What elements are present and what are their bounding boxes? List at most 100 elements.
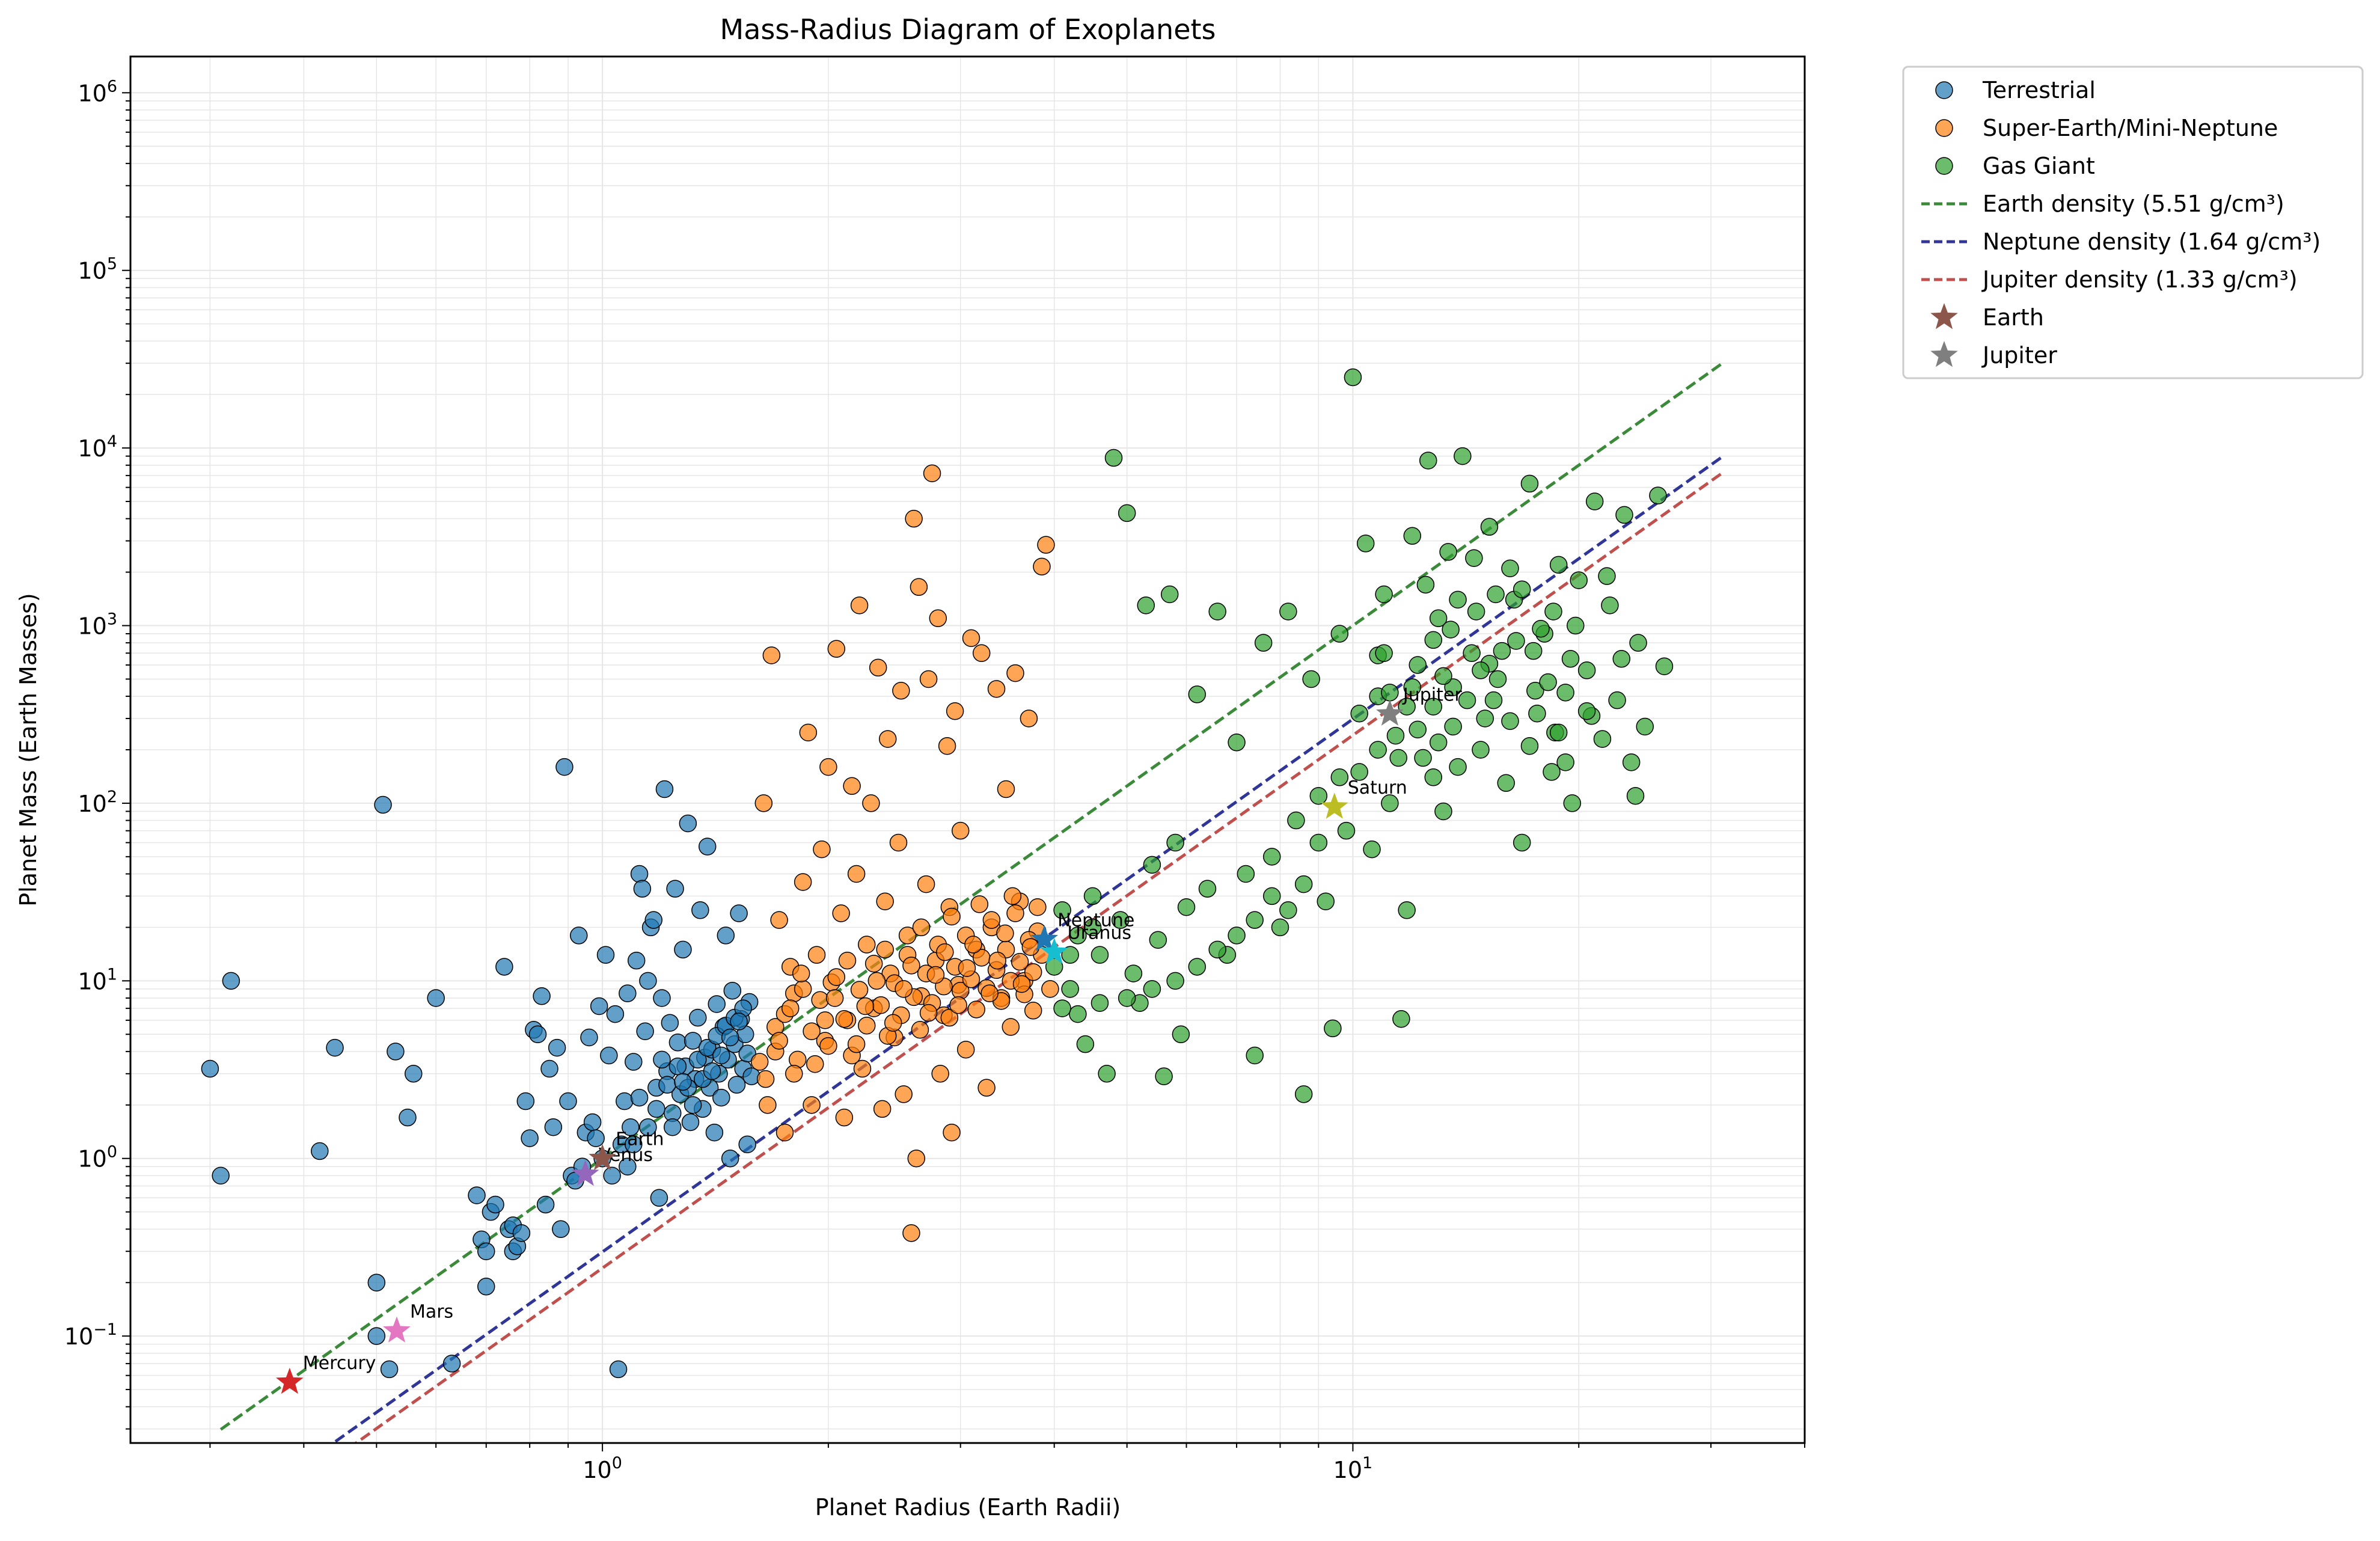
data-point (919, 1003, 938, 1022)
data-point (1098, 1065, 1116, 1083)
data-point (781, 999, 800, 1017)
data-point (843, 777, 861, 795)
data-point (1344, 368, 1362, 387)
data-point (1424, 697, 1443, 715)
data-point (917, 875, 935, 893)
data-point (622, 1118, 640, 1136)
data-point (902, 957, 920, 975)
data-point (1061, 980, 1079, 998)
legend-label: Earth (1983, 304, 2044, 331)
data-point (1188, 685, 1207, 703)
y-tick-label: 10−1 (64, 1320, 117, 1350)
data-point (653, 1050, 671, 1069)
data-point (661, 1014, 679, 1032)
legend-star (1930, 303, 1958, 329)
y-tick-label: 105 (78, 255, 117, 284)
data-point (759, 1096, 777, 1114)
data-point (1463, 644, 1481, 663)
data-point (1649, 486, 1667, 504)
planet-label: Mars (410, 1301, 453, 1322)
planet-label: Earth (616, 1129, 664, 1150)
data-point (1626, 786, 1645, 805)
data-point (958, 959, 976, 977)
y-tick-label-base: 10 (78, 80, 106, 106)
data-point (911, 1021, 929, 1039)
data-point (1053, 901, 1071, 919)
data-point (943, 1123, 961, 1142)
data-point (609, 1360, 628, 1379)
data-point (1091, 946, 1109, 964)
data-point (1556, 753, 1574, 771)
legend-star (1930, 341, 1958, 367)
y-tick-label-exponent: 4 (107, 432, 117, 451)
data-point (326, 1038, 344, 1057)
data-point (1467, 602, 1485, 620)
data-point (1262, 887, 1281, 905)
data-point (1655, 657, 1674, 675)
data-point (938, 737, 956, 755)
data-point (1476, 709, 1494, 728)
data-point (698, 838, 717, 856)
data-point (222, 972, 240, 990)
data-point (367, 1327, 386, 1345)
planet-star-marker (1320, 792, 1348, 819)
legend-label: Neptune density (1.64 g/cm³) (1983, 228, 2320, 255)
data-point (1424, 768, 1443, 786)
data-point (1237, 865, 1255, 883)
planet-label: Uranus (1068, 923, 1131, 944)
data-point (625, 1135, 643, 1154)
data-point (486, 1195, 504, 1214)
data-point (1636, 717, 1654, 736)
data-point (923, 464, 941, 483)
data-point (951, 821, 970, 840)
planet-label: Mercury (303, 1353, 376, 1374)
data-point (1029, 898, 1047, 916)
x-tick-label-exponent: 0 (612, 1454, 622, 1472)
data-point (521, 1129, 539, 1147)
data-point (606, 1005, 625, 1023)
data-point (590, 997, 608, 1016)
data-point (926, 966, 945, 984)
data-point (730, 904, 748, 922)
data-point (878, 730, 897, 748)
data-point (762, 646, 781, 664)
y-tick-label-exponent: −1 (93, 1320, 117, 1339)
data-point (850, 981, 869, 999)
data-point (1137, 596, 1155, 614)
data-point (816, 1011, 834, 1029)
data-point (647, 1100, 665, 1118)
data-point (698, 1038, 717, 1057)
data-point (1524, 642, 1543, 660)
data-point (1556, 684, 1574, 702)
data-point (1254, 634, 1273, 652)
data-point (949, 996, 967, 1014)
data-point (967, 1000, 985, 1019)
data-point (1403, 678, 1422, 696)
data-point (1484, 691, 1503, 709)
data-point (1488, 670, 1507, 688)
data-point (1526, 682, 1544, 700)
data-point (806, 1055, 824, 1073)
data-point (1076, 1035, 1095, 1053)
data-point (835, 1108, 854, 1127)
data-point (1228, 927, 1246, 945)
data-point (580, 1028, 598, 1047)
data-point (1262, 848, 1281, 866)
data-point (785, 1065, 803, 1083)
data-point (792, 964, 810, 982)
data-point (1003, 887, 1022, 905)
data-point (1208, 940, 1226, 959)
planet-star-marker (383, 1316, 411, 1343)
data-point (1386, 726, 1405, 745)
y-axis-title: Planet Mass (Earth Masses) (15, 593, 41, 906)
data-point (892, 682, 910, 700)
data-point (712, 1046, 730, 1065)
data-point (1024, 963, 1042, 981)
data-point (907, 1149, 926, 1168)
data-point (689, 1050, 707, 1069)
data-point (555, 758, 574, 776)
data-point (596, 946, 615, 964)
data-point (630, 1088, 649, 1107)
data-point (668, 1057, 687, 1076)
data-point (819, 1037, 837, 1055)
